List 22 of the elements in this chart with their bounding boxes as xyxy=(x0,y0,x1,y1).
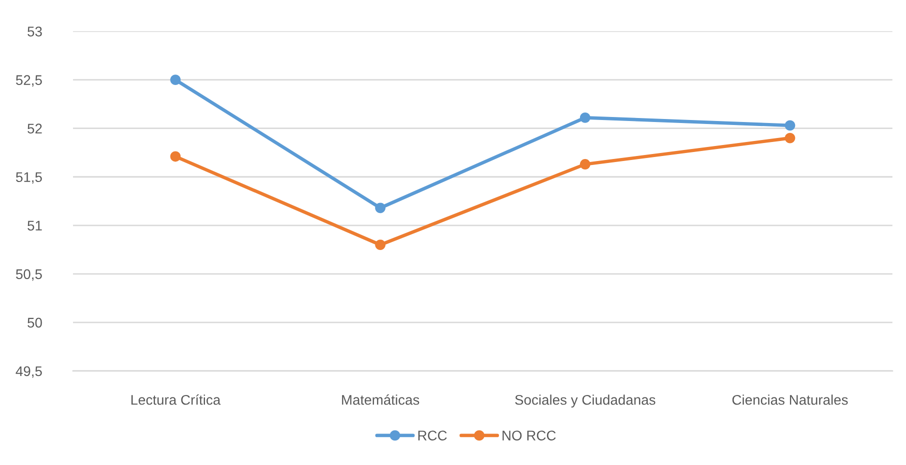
legend-label: NO RCC xyxy=(502,430,556,440)
x-tick-label: Ciencias Naturales xyxy=(732,394,848,405)
point xyxy=(375,202,386,214)
y-tick-label: 52,5 xyxy=(16,75,42,87)
legend-label: RCC xyxy=(418,430,447,440)
y-tick-label: 51 xyxy=(28,220,42,231)
x-tick-label: Lectura Crítica xyxy=(131,394,221,405)
y-tick-label: 52 xyxy=(28,124,42,134)
point xyxy=(784,120,796,131)
point xyxy=(375,240,386,250)
y-tick-label: 50,5 xyxy=(16,269,42,281)
y-tick-label: 49,5 xyxy=(16,366,42,378)
point xyxy=(580,112,590,123)
y-tick-label: 53 xyxy=(28,26,42,36)
x-tick-label: Sociales y Ciudadanas xyxy=(515,394,656,408)
y-tick-label: 51,5 xyxy=(16,172,42,184)
point xyxy=(170,151,181,162)
point xyxy=(784,132,796,144)
point xyxy=(580,159,590,170)
point xyxy=(170,74,181,86)
x-tick-label: Matemáticas xyxy=(342,394,420,405)
y-tick-label: 50 xyxy=(28,318,42,328)
